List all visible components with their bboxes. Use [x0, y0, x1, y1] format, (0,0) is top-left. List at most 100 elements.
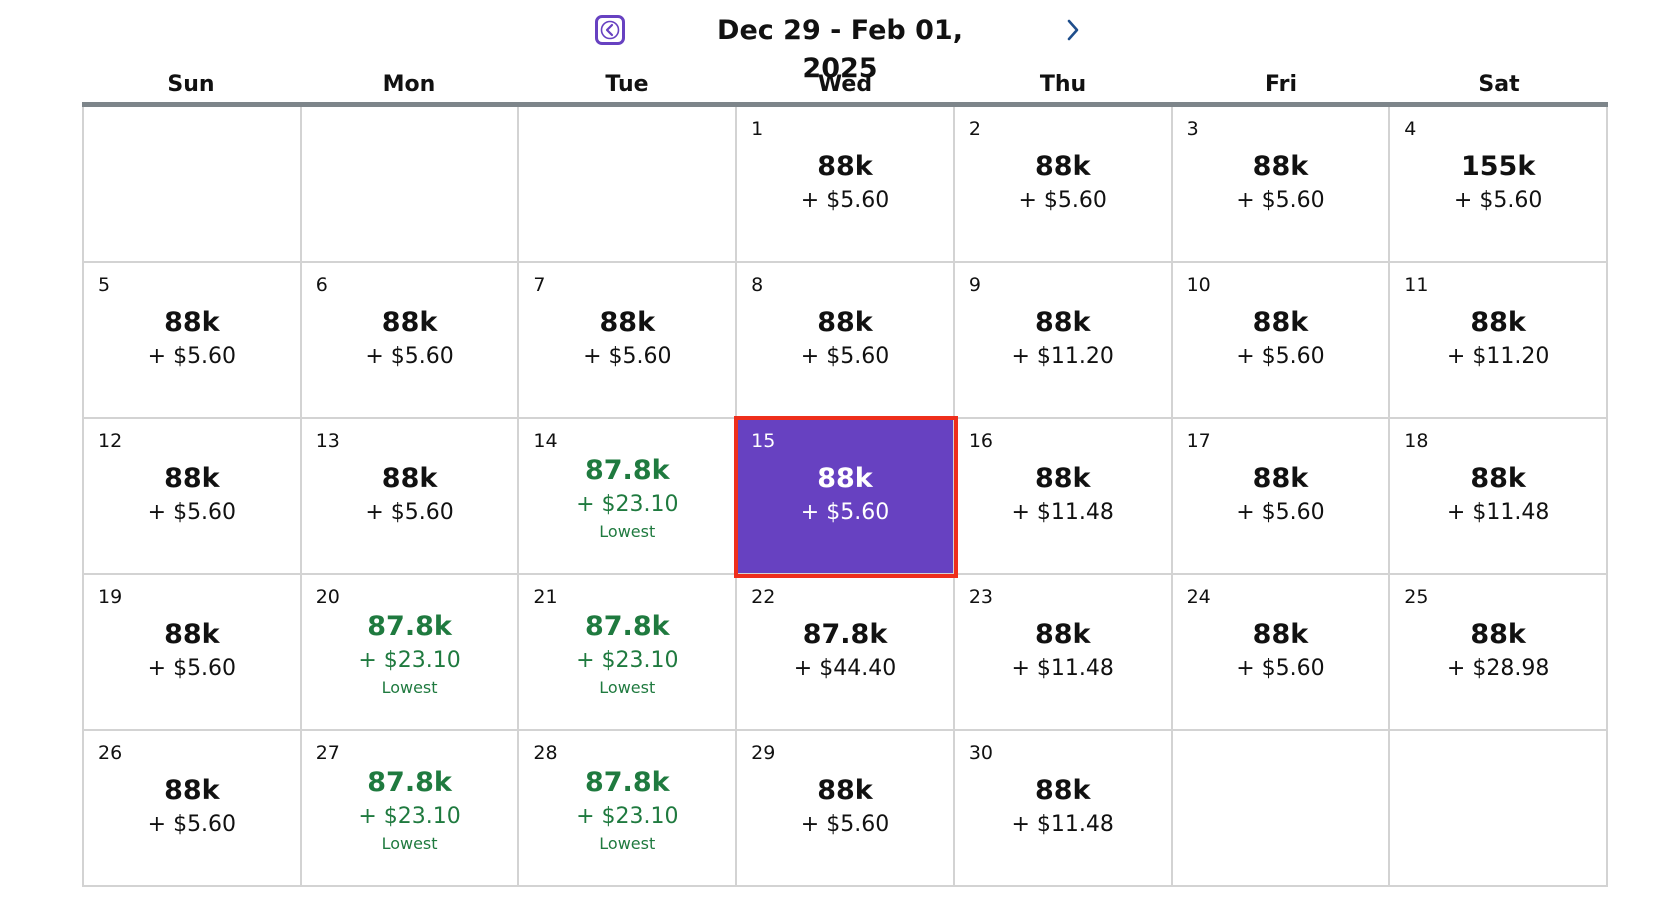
calendar-grid: 1 88k + $5.60 2 88k + $5.60 3 88k + $5.60 4 155k + … — [82, 107, 1608, 887]
calendar-day-cell[interactable]: 28 87.8k + $23.10 Lowest — [519, 731, 738, 887]
cash-fee: + $5.60 — [1236, 500, 1325, 525]
day-number: 21 — [533, 586, 558, 608]
lowest-price-tag: Lowest — [599, 522, 656, 541]
calendar-day-cell[interactable]: 27 87.8k + $23.10 Lowest — [301, 731, 520, 887]
miles-price: 88k — [164, 775, 220, 806]
miles-price: 87.8k — [367, 611, 452, 642]
price-block: 88k + $5.60 — [737, 773, 953, 841]
cash-fee: + $5.60 — [1236, 344, 1325, 369]
price-block: 87.8k + $23.10 Lowest — [302, 765, 518, 855]
day-number: 12 — [98, 430, 123, 452]
day-number: 4 — [1404, 118, 1417, 140]
calendar-day-cell[interactable]: 16 88k + $11.48 — [954, 419, 1173, 575]
price-block: 88k + $5.60 — [302, 305, 518, 373]
miles-price: 88k — [817, 775, 873, 806]
calendar-day-cell[interactable]: 21 87.8k + $23.10 Lowest — [519, 575, 738, 731]
calendar-day-cell-selected[interactable]: 15 88k + $5.60 — [734, 416, 958, 578]
miles-price: 88k — [1034, 463, 1091, 494]
weekday-label: Sun — [167, 72, 215, 97]
day-number: 22 — [751, 586, 776, 608]
price-block: 88k + $11.20 — [955, 305, 1171, 373]
calendar-day-cell[interactable]: 26 88k + $5.60 — [84, 731, 302, 887]
calendar-day-cell[interactable]: 14 87.8k + $23.10 Lowest — [519, 419, 738, 575]
day-number: 18 — [1404, 430, 1429, 452]
miles-price: 87.8k — [802, 619, 888, 650]
price-block: 88k + $5.60 — [302, 461, 518, 529]
calendar-day-cell[interactable]: 10 88k + $5.60 — [1172, 263, 1391, 419]
price-block: 88k + $11.48 — [955, 773, 1171, 841]
price-block: 88k + $28.98 — [1390, 617, 1606, 685]
calendar-day-cell[interactable]: 17 88k + $5.60 — [1172, 419, 1391, 575]
price-block: 88k + $5.60 — [1173, 617, 1389, 685]
calendar-day-cell[interactable]: 18 88k + $11.48 — [1390, 419, 1608, 575]
miles-price: 88k — [817, 307, 873, 338]
miles-price: 88k — [1034, 775, 1091, 806]
price-block: 88k + $5.60 — [84, 773, 300, 841]
chevron-left-icon — [600, 20, 620, 40]
calendar-day-cell[interactable]: 12 88k + $5.60 — [84, 419, 302, 575]
weekday-label: Fri — [1264, 72, 1297, 97]
calendar-empty-cell — [519, 107, 738, 263]
calendar-day-cell[interactable]: 13 88k + $5.60 — [301, 419, 520, 575]
weekday-label: Tue — [605, 72, 649, 97]
previous-month-button[interactable] — [595, 15, 625, 45]
miles-price: 88k — [1034, 151, 1091, 182]
calendar-day-cell[interactable]: 5 88k + $5.60 — [84, 263, 302, 419]
miles-price: 88k — [1470, 619, 1526, 650]
miles-price: 87.8k — [584, 455, 670, 486]
price-block: 88k + $11.20 — [1390, 305, 1606, 373]
weekday-label: Wed — [817, 72, 873, 97]
calendar-day-cell[interactable]: 29 88k + $5.60 — [737, 731, 955, 887]
calendar-day-cell[interactable]: 11 88k + $11.20 — [1390, 263, 1608, 419]
calendar-day-cell[interactable]: 19 88k + $5.60 — [84, 575, 302, 731]
calendar-day-cell[interactable]: 9 88k + $11.20 — [954, 263, 1173, 419]
calendar-day-cell[interactable]: 3 88k + $5.60 — [1172, 107, 1391, 263]
weekday-label: Thu — [1039, 72, 1087, 97]
cash-fee: + $5.60 — [147, 344, 237, 369]
day-number: 10 — [1186, 274, 1211, 296]
calendar-day-cell[interactable]: 23 88k + $11.48 — [954, 575, 1173, 731]
miles-price: 87.8k — [367, 767, 452, 798]
miles-price: 88k — [1252, 463, 1309, 494]
day-number: 1 — [751, 118, 764, 140]
miles-price: 88k — [1034, 307, 1091, 338]
calendar-day-cell[interactable]: 4 155k + $5.60 — [1390, 107, 1608, 263]
miles-price: 88k — [1470, 463, 1526, 494]
calendar-day-cell[interactable]: 22 87.8k + $44.40 — [737, 575, 955, 731]
miles-price: 87.8k — [584, 611, 670, 642]
calendar-day-cell[interactable]: 20 87.8k + $23.10 Lowest — [301, 575, 520, 731]
calendar-day-cell[interactable]: 30 88k + $11.48 — [954, 731, 1173, 887]
miles-price: 88k — [1252, 307, 1309, 338]
calendar-empty-cell — [84, 107, 302, 263]
price-block: 87.8k + $44.40 — [737, 617, 953, 685]
price-block: 88k + $5.60 — [1173, 461, 1389, 529]
cash-fee: + $5.60 — [365, 344, 454, 369]
cash-fee: + $23.10 — [358, 648, 461, 673]
weekday-label: Sat — [1478, 72, 1520, 97]
calendar-day-cell[interactable]: 8 88k + $5.60 — [737, 263, 955, 419]
price-block: 87.8k + $23.10 Lowest — [519, 453, 735, 543]
cash-fee: + $5.60 — [800, 188, 890, 213]
calendar-day-cell[interactable]: 6 88k + $5.60 — [301, 263, 520, 419]
lowest-price-tag: Lowest — [381, 678, 438, 697]
day-number: 7 — [533, 274, 546, 296]
price-block: 88k + $5.60 — [84, 305, 300, 373]
miles-price: 88k — [817, 151, 873, 182]
cash-fee: + $5.60 — [365, 500, 454, 525]
header-divider — [82, 102, 1608, 107]
price-block: 88k + $11.48 — [955, 617, 1171, 685]
calendar-day-cell[interactable]: 25 88k + $28.98 — [1390, 575, 1608, 731]
calendar-day-cell[interactable]: 2 88k + $5.60 — [954, 107, 1173, 263]
cash-fee: + $23.10 — [576, 492, 679, 517]
calendar-empty-cell — [1172, 731, 1391, 887]
cash-fee: + $5.60 — [800, 344, 890, 369]
calendar-day-cell[interactable]: 7 88k + $5.60 — [519, 263, 738, 419]
day-number: 2 — [968, 118, 981, 140]
next-month-button[interactable] — [1058, 15, 1088, 45]
calendar-day-cell[interactable]: 1 88k + $5.60 — [737, 107, 955, 263]
price-block: 88k + $11.48 — [955, 461, 1171, 529]
calendar-day-cell[interactable]: 24 88k + $5.60 — [1172, 575, 1391, 731]
lowest-price-tag: Lowest — [599, 834, 656, 853]
day-number: 5 — [98, 274, 111, 296]
cash-fee: + $5.60 — [147, 656, 237, 681]
